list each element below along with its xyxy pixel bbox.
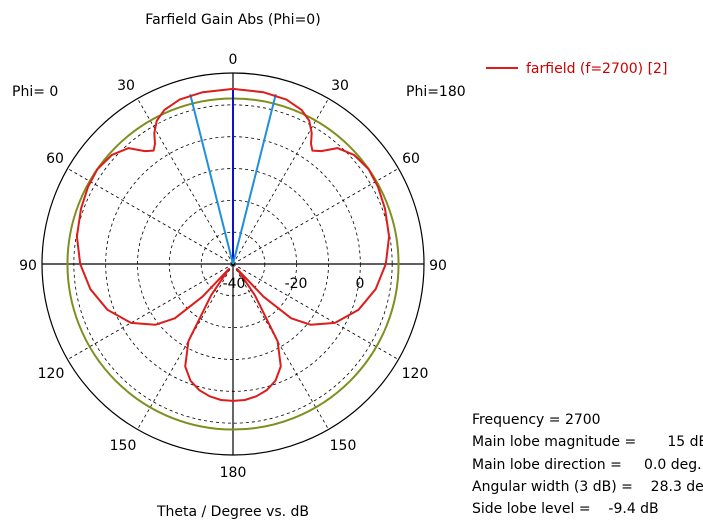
grid-spoke [232,263,329,430]
chart-title: Farfield Gain Abs (Phi=0) [145,12,320,28]
info-main-lobe-magnitude: Main lobe magnitude = 15 dB [472,434,703,450]
beam-line [232,93,277,265]
radial-label-minus40: -40 [223,276,246,292]
angle-label-0: 0 [229,52,238,68]
angle-label-30-right: 30 [331,78,349,94]
angle-label-120-left: 120 [38,366,65,382]
grid-spoke [232,98,329,265]
grid-spoke [137,98,234,265]
info-main-lobe-direction: Main lobe direction = 0.0 deg. [472,457,702,473]
angle-label-90-left: 90 [19,258,37,274]
beam-lines [189,88,277,265]
angle-label-60-right: 60 [402,151,420,167]
pattern-curve [75,87,391,402]
angle-label-150-right: 150 [330,438,357,454]
angle-label-180: 180 [220,465,247,481]
angle-label-90-right: 90 [429,258,447,274]
angle-label-60-left: 60 [46,151,64,167]
x-axis-label: Theta / Degree vs. dB [156,504,309,520]
info-frequency: Frequency = 2700 [472,412,601,428]
grid-spoke [67,263,234,360]
phi-left-label: Phi= 0 [12,84,58,100]
series-line [75,87,391,402]
radial-label-0: 0 [356,276,365,292]
grid-spoke [232,168,399,265]
angle-label-150-left: 150 [110,438,137,454]
grid-spoke [137,263,234,430]
phi-right-label: Phi=180 [406,84,466,100]
grid-spoke [67,168,234,265]
angle-label-30-left: 30 [117,78,135,94]
legend-label: farfield (f=2700) [2] [526,61,667,77]
grid-spoke [232,263,399,360]
info-side-lobe-level: Side lobe level = -9.4 dB [472,501,659,517]
radial-label-minus20: -20 [285,276,308,292]
beam-line [189,93,234,265]
angle-label-120-right: 120 [402,366,429,382]
info-angular-width: Angular width (3 dB) = 28.3 deg. [472,479,703,495]
